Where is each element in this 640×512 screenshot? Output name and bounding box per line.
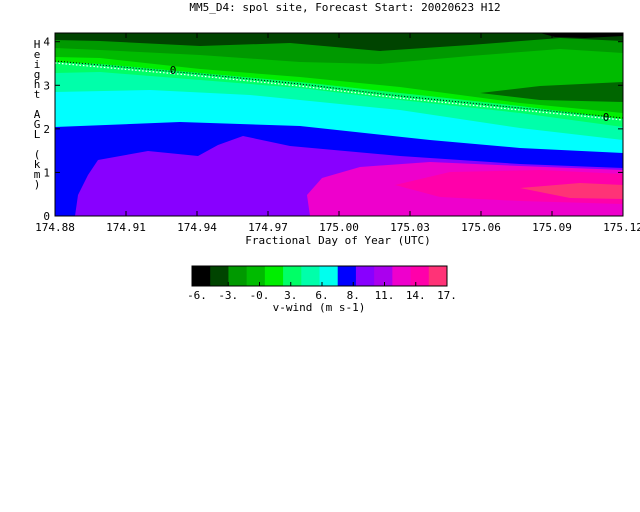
zero-contour-line-shadow — [55, 60, 623, 119]
zero-contour-line — [55, 62, 623, 121]
colorbar-tick-label: 8. — [347, 289, 360, 302]
colorbar-swatch — [210, 266, 229, 286]
contour-label-0-b: 0 — [603, 111, 610, 124]
x-tick-label: 175.12 — [603, 221, 640, 234]
colorbar-swatch — [319, 266, 339, 286]
colorbar-tick-label: -3. — [218, 289, 238, 302]
y-tick-label: 4 — [43, 36, 50, 49]
x-tick-label: 174.91 — [106, 221, 146, 234]
colorbar-tick-label: 17. — [437, 289, 457, 302]
colorbar-swatch — [192, 266, 211, 286]
colorbar-tick-label: 6. — [315, 289, 328, 302]
y-tick-label: 2 — [43, 123, 50, 136]
colorbar-swatch — [428, 266, 448, 286]
y-axis-label-char: A — [34, 108, 41, 121]
y-axis-label-char: i — [34, 58, 41, 71]
colorbar-swatch — [246, 266, 266, 286]
y-axis-label-char: m — [34, 168, 41, 181]
band-v-17 — [520, 183, 623, 199]
y-axis-label-char: k — [34, 158, 41, 171]
colorbar-swatch — [337, 266, 357, 286]
colorbar-swatch — [301, 266, 320, 286]
y-axis-label-char: ) — [34, 178, 41, 191]
x-tick-label: 175.00 — [319, 221, 359, 234]
contour-fill — [55, 33, 623, 216]
y-axis-label-char: h — [34, 78, 41, 91]
x-tick-label: 174.97 — [248, 221, 288, 234]
colorbar-tick-label: 3. — [284, 289, 297, 302]
colorbar-frame — [191, 265, 448, 287]
colorbar-swatch — [283, 266, 302, 286]
colorbar-swatch — [264, 266, 284, 286]
x-axis-label: Fractional Day of Year (UTC) — [245, 234, 430, 247]
x-tick-label: 175.03 — [390, 221, 430, 234]
x-tick-label: 175.09 — [532, 221, 572, 234]
y-tick-label: 1 — [43, 166, 50, 179]
y-axis-label-char: g — [34, 68, 41, 81]
y-axis-label-char: G — [34, 118, 41, 131]
band-v-neg3-pocket — [480, 82, 623, 102]
colorbar-tick-label: -0. — [250, 289, 270, 302]
colorbar-swatch — [355, 266, 375, 286]
colorbar-swatch — [374, 266, 393, 286]
y-tick-label: 0 — [43, 210, 50, 223]
band-v-min — [540, 33, 623, 38]
colorbar-tick-label: 14. — [406, 289, 426, 302]
colorbar-tick-label: -6. — [187, 289, 207, 302]
colorbar-label: v-wind (m s-1) — [273, 301, 366, 314]
colorbar-swatch — [228, 266, 248, 286]
colorbar-swatch — [410, 266, 430, 286]
contour-label-0-a: 0 — [170, 64, 177, 77]
x-axis: 174.88 174.91 174.94 174.97 175.00 175.03 175.… — [35, 33, 640, 234]
y-tick-label: 3 — [43, 79, 50, 92]
y-axis-label-char: ( — [34, 148, 41, 161]
y-axis-label-char: L — [34, 128, 41, 141]
y-axis-label-char: t — [34, 88, 41, 101]
y-axis: 0 1 2 3 4 — [43, 36, 623, 223]
colorbar-swatch — [392, 266, 412, 286]
x-tick-label: 174.88 — [35, 221, 75, 234]
colorbar-tick-label: 11. — [375, 289, 395, 302]
x-tick-label: 175.06 — [461, 221, 501, 234]
y-axis-label-char: H — [34, 38, 41, 51]
chart-title: MM5_D4: spol site, Forecast Start: 20020… — [189, 1, 500, 14]
y-axis-label-char: e — [34, 48, 41, 61]
colorbar: -6. -3. -0. 3. 6. 8. 11. 14. 17. — [187, 265, 457, 302]
plot-area: 0 0 — [54, 32, 624, 217]
x-tick-label: 174.94 — [177, 221, 217, 234]
